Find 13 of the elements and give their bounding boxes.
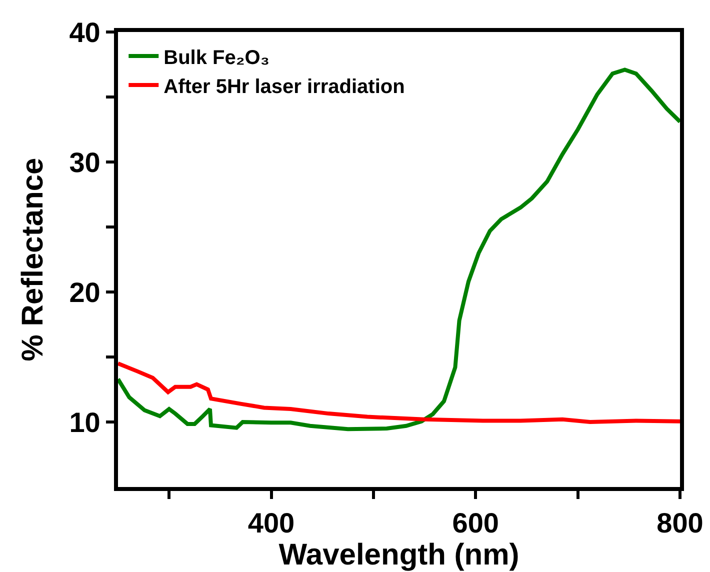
x-axis-title: Wavelength (nm) [278, 538, 520, 572]
legend-label: After 5Hr laser irradiation [164, 76, 405, 98]
line-series [118, 362, 680, 424]
y-axis-title: % Reflectance [16, 158, 50, 362]
y-tick-label: 10 [69, 406, 100, 438]
y-tick-label: 30 [69, 146, 100, 178]
x-tick-label: 600 [452, 508, 499, 539]
y-tick-label: 40 [69, 16, 100, 48]
x-tick-label: 400 [248, 508, 295, 539]
y-tick-label: 20 [69, 276, 100, 308]
line-series [118, 68, 680, 432]
x-tick-label: 800 [656, 508, 704, 539]
legend-label: Bulk Fe₂O₃ [164, 46, 270, 69]
